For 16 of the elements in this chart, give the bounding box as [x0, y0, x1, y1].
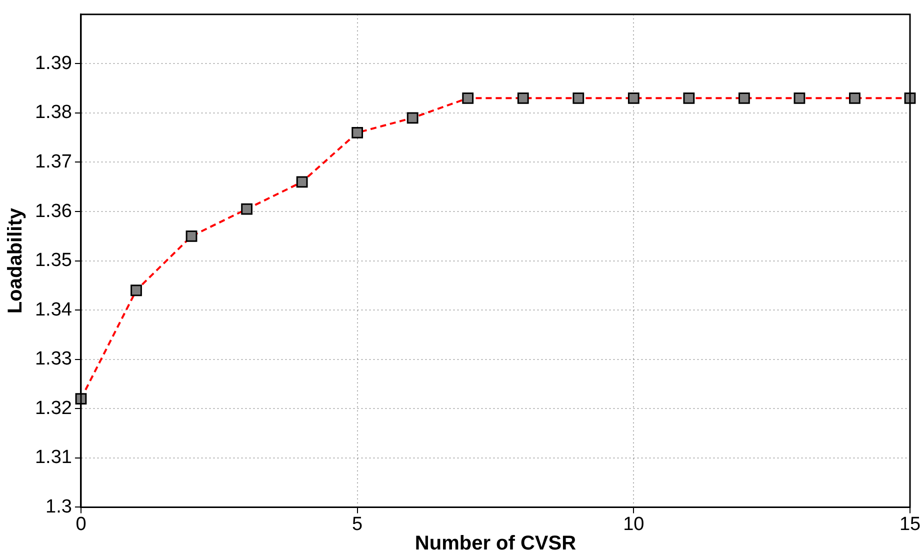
y-tick-label: 1.39: [34, 52, 72, 74]
y-tick-label: 1.38: [34, 102, 72, 124]
y-tick-label: 1.31: [34, 447, 72, 468]
y-tick-label: 1.36: [34, 200, 72, 222]
x-tick-label: 0: [76, 514, 86, 535]
x-tick-label: 15: [899, 514, 921, 535]
y-tick-label: 1.34: [34, 299, 72, 320]
x-axis-title: Number of CVSR: [414, 532, 577, 555]
y-tick-label: 1.3: [46, 496, 72, 518]
y-tick-label: 1.37: [34, 151, 72, 172]
x-tick-label: 5: [352, 514, 363, 535]
y-tick-label: 1.33: [34, 348, 72, 370]
y-tick-label: 1.35: [34, 250, 72, 272]
x-tick-label: 10: [623, 514, 644, 535]
y-axis-title: Loadability: [4, 207, 27, 314]
y-tick-label: 1.32: [34, 398, 72, 419]
